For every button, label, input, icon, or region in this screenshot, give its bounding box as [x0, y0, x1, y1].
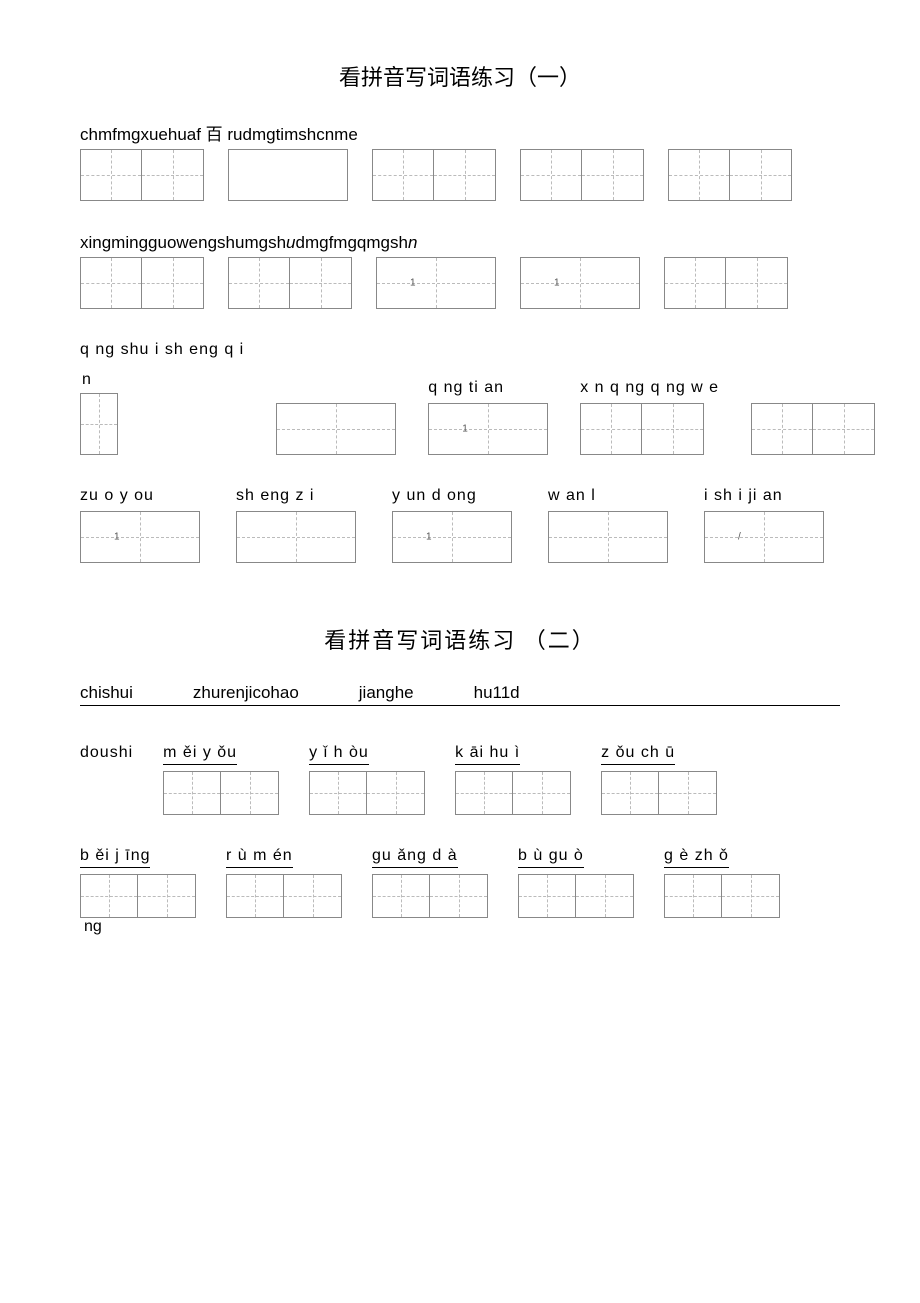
- row1-pinyin: chmfmgxuehuaf 百 rudmgtimshcnme: [80, 120, 840, 145]
- section2-row2: b ěi j īng ng r ù m én gu ǎng d à b ù gu ò g …: [80, 847, 840, 918]
- section1-title: 看拼音写词语练习（一）: [80, 60, 840, 92]
- pinyin-group: [751, 381, 875, 455]
- overflow-label: ng: [84, 918, 102, 936]
- extra-label: n: [82, 371, 91, 389]
- pinyin-group: b ù gu ò: [518, 847, 634, 918]
- writing-box: [80, 393, 118, 455]
- pinyin-group: z ǒu ch ū: [601, 744, 717, 815]
- pinyin-word: chishui: [80, 683, 133, 703]
- pinyin-label: q ng ti an: [428, 379, 504, 397]
- pinyin-group: zu o y ou 1: [80, 487, 200, 563]
- pinyin-label: y ǐ h òu: [309, 744, 369, 765]
- writing-box: [236, 511, 356, 563]
- writing-box: [664, 257, 788, 309]
- writing-box: [664, 874, 780, 918]
- writing-box: 1: [80, 511, 200, 563]
- writing-box: 1: [392, 511, 512, 563]
- pinyin-label: k āi hu ì: [455, 744, 520, 765]
- writing-box: /: [704, 511, 824, 563]
- pinyin-group: r ù m én: [226, 847, 342, 918]
- writing-box: [228, 149, 348, 201]
- pinyin-label: gu ǎng d à: [372, 847, 458, 868]
- writing-box: [372, 874, 488, 918]
- writing-box: [80, 149, 204, 201]
- pinyin-label: q ng shu i sh eng q i: [80, 341, 244, 359]
- writing-box: [668, 149, 792, 201]
- writing-box: [163, 771, 279, 815]
- writing-box: [751, 403, 875, 455]
- writing-box: [580, 403, 704, 455]
- pinyin-group: k āi hu ì: [455, 744, 571, 815]
- writing-box: 1: [376, 257, 496, 309]
- section2-title: 看拼音写词语练习 （二）: [80, 623, 840, 655]
- writing-box: [226, 874, 342, 918]
- pinyin-group: [276, 381, 396, 455]
- row2-boxes: 11: [80, 257, 840, 309]
- writing-box: ng: [80, 874, 196, 918]
- pinyin-word: jianghe: [359, 683, 414, 703]
- row2-pinyin: xingmingguowengshumgshudmgfmgqmgshn: [80, 233, 840, 253]
- pinyin-label: x n q ng q ng w e: [580, 379, 719, 397]
- pinyin-group: x n q ng q ng w e: [580, 379, 719, 455]
- pinyin-group: gu ǎng d à: [372, 847, 488, 918]
- writing-box: [372, 149, 496, 201]
- pinyin-label: b ù gu ò: [518, 847, 584, 868]
- pinyin-label: m ěi y ǒu: [163, 744, 237, 765]
- pinyin-label: z ǒu ch ū: [601, 744, 675, 765]
- writing-box: [601, 771, 717, 815]
- writing-box: 1: [428, 403, 548, 455]
- pinyin-label: y un d ong: [392, 487, 477, 505]
- row3: q ng shu i sh eng q i n q ng ti an 1 x n q n…: [80, 341, 840, 455]
- pinyin-group: b ěi j īng ng: [80, 847, 196, 918]
- writing-box: [520, 149, 644, 201]
- pinyin-group: w an l: [548, 487, 668, 563]
- row1-boxes: [80, 149, 840, 201]
- writing-box: [455, 771, 571, 815]
- pinyin-group: y un d ong 1: [392, 487, 512, 563]
- pinyin-group: g è zh ǒ: [664, 847, 780, 918]
- pinyin-group: i sh i ji an /: [704, 487, 824, 563]
- pinyin-word: hu11d: [474, 683, 520, 703]
- row4: zu o y ou 1 sh eng z i y un d ong 1 w an l i s…: [80, 487, 840, 563]
- pinyin-group: q ng ti an 1: [428, 379, 548, 455]
- writing-box: [548, 511, 668, 563]
- section2-line1: chishui zhurenjicohao jianghe hu11d: [80, 683, 840, 706]
- pinyin-group: y ǐ h òu: [309, 744, 425, 815]
- pinyin-label: b ěi j īng: [80, 847, 150, 868]
- pinyin-group: doushi: [80, 744, 133, 768]
- pinyin-label: doushi: [80, 744, 133, 762]
- pinyin-label: zu o y ou: [80, 487, 154, 505]
- writing-box: [309, 771, 425, 815]
- pinyin-label: r ù m én: [226, 847, 293, 868]
- writing-box: [276, 403, 396, 455]
- pinyin-group: sh eng z i: [236, 487, 356, 563]
- pinyin-word: zhurenjicohao: [193, 683, 299, 703]
- writing-box: [518, 874, 634, 918]
- pinyin-label: sh eng z i: [236, 487, 314, 505]
- section2-row1: doushi m ěi y ǒu y ǐ h òu k āi hu ì z ǒu ch …: [80, 744, 840, 815]
- pinyin-group: q ng shu i sh eng q i n: [80, 341, 244, 455]
- pinyin-group: m ěi y ǒu: [163, 744, 279, 815]
- pinyin-label: g è zh ǒ: [664, 847, 729, 868]
- pinyin-label: w an l: [548, 487, 596, 505]
- writing-box: 1: [520, 257, 640, 309]
- pinyin-label: i sh i ji an: [704, 487, 783, 505]
- writing-box: [228, 257, 352, 309]
- writing-box: [80, 257, 204, 309]
